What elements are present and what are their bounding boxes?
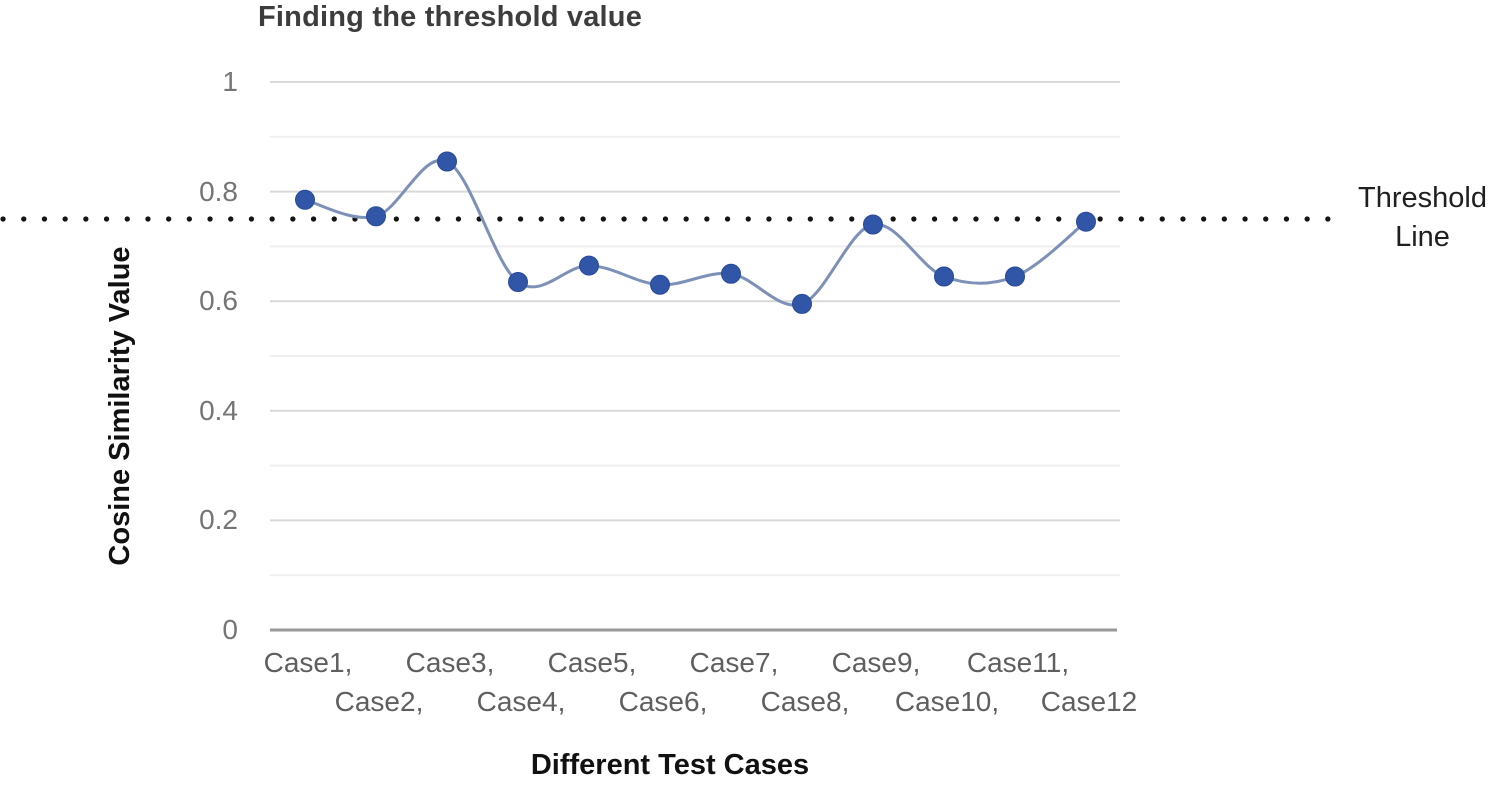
data-point-case6 bbox=[650, 274, 670, 295]
x-tick-label-case1: Case1, bbox=[263, 647, 353, 678]
x-tick-label-case7: Case7, bbox=[689, 647, 779, 678]
y-tick-label-0.8: 0.8 bbox=[199, 175, 238, 207]
data-point-case9 bbox=[863, 214, 883, 235]
y-tick-label-1: 1 bbox=[222, 66, 238, 97]
data-point-case11 bbox=[1005, 266, 1025, 287]
x-tick-label-case8: Case8, bbox=[760, 686, 850, 717]
data-point-case5 bbox=[579, 255, 599, 276]
x-tick-label-case2: Case2, bbox=[334, 686, 424, 717]
x-axis-title: Different Test Cases bbox=[530, 749, 810, 781]
series-line bbox=[304, 158, 1087, 307]
y-tick-label-0: 0 bbox=[222, 614, 238, 645]
data-point-case8 bbox=[792, 293, 812, 314]
x-tick-label-case4: Case4, bbox=[476, 686, 566, 717]
data-point-case2 bbox=[366, 206, 386, 227]
x-tick-label-case10: Case10, bbox=[894, 686, 1000, 717]
threshold-line-label: Threshold Line bbox=[1358, 182, 1487, 253]
data-point-case7 bbox=[721, 263, 741, 284]
x-tick-label-case11: Case11, bbox=[966, 647, 1070, 678]
data-point-case12 bbox=[1076, 211, 1096, 232]
y-tick-label-0.6: 0.6 bbox=[199, 285, 238, 317]
y-tick-label-0.2: 0.2 bbox=[199, 504, 238, 536]
y-tick-label-0.4: 0.4 bbox=[199, 394, 238, 426]
x-tick-label-case9: Case9, bbox=[831, 647, 921, 678]
chart-title: Finding the threshold value bbox=[258, 1, 643, 33]
data-point-case10 bbox=[934, 266, 954, 287]
data-point-case3 bbox=[437, 151, 457, 172]
x-tick-label-case5: Case5, bbox=[547, 647, 637, 678]
x-tick-label-case12: Case12 bbox=[1040, 686, 1138, 717]
data-point-case4 bbox=[508, 272, 528, 292]
x-tick-label-case6: Case6, bbox=[618, 686, 708, 717]
data-point-case1 bbox=[295, 189, 315, 210]
x-tick-label-case3: Case3, bbox=[405, 647, 495, 678]
